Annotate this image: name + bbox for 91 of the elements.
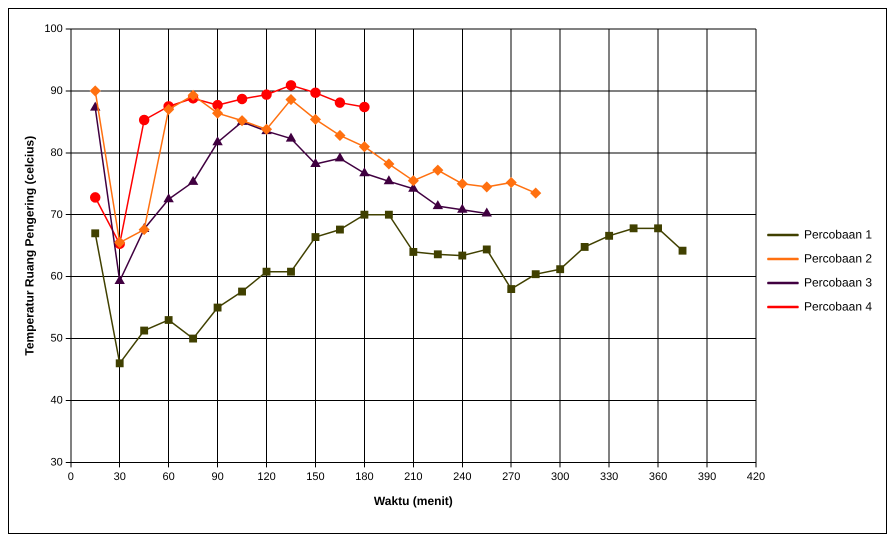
point bbox=[188, 176, 198, 185]
point bbox=[90, 86, 100, 96]
point bbox=[116, 359, 124, 368]
x-tick-label: 420 bbox=[746, 471, 766, 484]
point bbox=[212, 108, 223, 118]
point bbox=[335, 153, 345, 162]
point bbox=[310, 114, 321, 125]
x-tick-label: 330 bbox=[600, 471, 618, 484]
point bbox=[334, 130, 346, 141]
point bbox=[482, 208, 492, 217]
y-tick-label: 30 bbox=[50, 456, 63, 468]
point bbox=[261, 89, 272, 100]
y-tick-label: 90 bbox=[50, 84, 63, 97]
x-tick-label: 90 bbox=[211, 471, 224, 484]
point bbox=[115, 276, 124, 284]
point bbox=[310, 88, 321, 98]
point bbox=[212, 100, 223, 110]
x-tick-label: 390 bbox=[698, 471, 716, 484]
point bbox=[532, 270, 540, 278]
point bbox=[236, 94, 248, 104]
point bbox=[506, 177, 516, 188]
point bbox=[238, 288, 246, 296]
point bbox=[360, 168, 370, 176]
y-tick-label: 50 bbox=[50, 332, 63, 345]
point bbox=[336, 226, 344, 234]
point bbox=[140, 326, 148, 334]
x-tick-label: 60 bbox=[162, 471, 175, 484]
y-tick-label: 100 bbox=[44, 23, 63, 36]
x-tick-label: 240 bbox=[453, 471, 472, 484]
point bbox=[212, 137, 222, 146]
point bbox=[432, 164, 444, 176]
point bbox=[189, 334, 198, 343]
point bbox=[530, 188, 541, 198]
point bbox=[433, 200, 442, 210]
point bbox=[457, 178, 468, 190]
point bbox=[654, 224, 662, 232]
point bbox=[384, 158, 394, 170]
legend-label: Percobaan 1 bbox=[804, 227, 872, 242]
point bbox=[384, 176, 394, 184]
point bbox=[214, 304, 222, 312]
point bbox=[334, 97, 346, 108]
x-tick-label: 180 bbox=[355, 471, 374, 484]
point bbox=[408, 175, 419, 186]
point bbox=[188, 90, 198, 100]
point bbox=[90, 192, 100, 203]
point bbox=[507, 285, 516, 293]
point bbox=[286, 94, 296, 105]
x-tick-label: 120 bbox=[257, 471, 276, 484]
x-tick-label: 300 bbox=[551, 471, 570, 484]
x-axis-title: Waktu (menit) bbox=[374, 494, 453, 508]
x-tick-label: 150 bbox=[306, 471, 325, 484]
point bbox=[434, 250, 442, 258]
point bbox=[164, 194, 174, 202]
point bbox=[482, 245, 491, 254]
point bbox=[262, 268, 270, 276]
point bbox=[91, 229, 100, 238]
point bbox=[138, 114, 150, 126]
legend-label: Percobaan 2 bbox=[804, 251, 872, 266]
point bbox=[163, 104, 174, 115]
point bbox=[630, 224, 638, 232]
point bbox=[458, 204, 467, 213]
legend-label: Percobaan 3 bbox=[804, 275, 872, 290]
point bbox=[458, 252, 466, 260]
point bbox=[384, 210, 393, 219]
point bbox=[359, 141, 370, 152]
point bbox=[409, 248, 418, 256]
point bbox=[164, 316, 173, 324]
point bbox=[359, 102, 370, 112]
point bbox=[286, 80, 296, 91]
legend-label: Percobaan 4 bbox=[804, 299, 872, 314]
y-axis-title: Temperatur Ruang Pengering (celcius) bbox=[22, 136, 37, 356]
point bbox=[678, 246, 686, 255]
y-tick-label: 40 bbox=[50, 394, 63, 407]
y-tick-label: 60 bbox=[50, 270, 63, 283]
point bbox=[605, 232, 614, 240]
x-tick-label: 30 bbox=[114, 471, 126, 484]
x-tick-label: 270 bbox=[502, 471, 520, 484]
point bbox=[310, 158, 320, 167]
x-tick-label: 360 bbox=[648, 471, 668, 484]
point bbox=[138, 224, 150, 235]
point bbox=[360, 210, 368, 219]
point bbox=[287, 268, 295, 276]
y-tick-label: 80 bbox=[50, 146, 63, 159]
x-tick-label: 0 bbox=[68, 471, 74, 484]
point bbox=[556, 265, 564, 274]
point bbox=[286, 133, 296, 142]
point bbox=[482, 182, 492, 192]
x-tick-label: 210 bbox=[404, 471, 423, 484]
point bbox=[312, 233, 320, 241]
point bbox=[580, 243, 589, 251]
y-tick-label: 70 bbox=[50, 208, 63, 221]
